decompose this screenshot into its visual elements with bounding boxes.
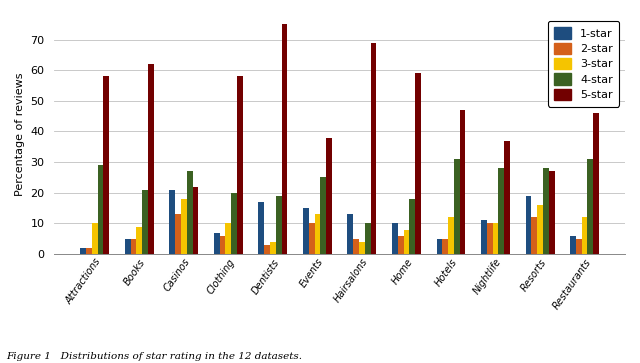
Bar [481, 220, 487, 254]
Bar [371, 42, 376, 254]
Legend: 1-star, 2-star, 3-star, 4-star, 5-star: 1-star, 2-star, 3-star, 4-star, 5-star [548, 21, 620, 107]
Bar [410, 199, 415, 254]
Bar [588, 159, 593, 254]
Bar [86, 248, 92, 254]
Bar [537, 205, 543, 254]
Bar [365, 224, 371, 254]
Bar [303, 208, 308, 254]
Bar [104, 76, 109, 254]
Bar [487, 224, 493, 254]
Bar [264, 245, 270, 254]
Bar [404, 229, 410, 254]
Bar [359, 242, 365, 254]
Bar [259, 202, 264, 254]
Text: Figure 1   Distributions of star rating in the 12 datasets.: Figure 1 Distributions of star rating in… [6, 352, 302, 361]
Bar [187, 171, 193, 254]
Bar [525, 196, 531, 254]
Bar [237, 76, 243, 254]
Bar [142, 190, 148, 254]
Bar [576, 239, 582, 254]
Bar [392, 224, 398, 254]
Bar [398, 236, 404, 254]
Bar [415, 73, 421, 254]
Bar [181, 199, 187, 254]
Bar [314, 214, 321, 254]
Bar [282, 24, 287, 254]
Bar [436, 239, 442, 254]
Bar [504, 141, 510, 254]
Bar [308, 224, 314, 254]
Bar [493, 224, 499, 254]
Bar [570, 236, 576, 254]
Bar [442, 239, 448, 254]
Bar [225, 224, 231, 254]
Bar [170, 190, 175, 254]
Bar [175, 214, 181, 254]
Bar [131, 239, 136, 254]
Bar [593, 113, 599, 254]
Bar [454, 159, 460, 254]
Bar [81, 248, 86, 254]
Bar [148, 64, 154, 254]
Bar [220, 236, 225, 254]
Bar [548, 171, 554, 254]
Bar [321, 178, 326, 254]
Bar [531, 217, 537, 254]
Bar [460, 110, 465, 254]
Bar [214, 233, 220, 254]
Bar [582, 217, 588, 254]
Bar [543, 168, 548, 254]
Bar [499, 168, 504, 254]
Bar [125, 239, 131, 254]
Bar [348, 214, 353, 254]
Bar [326, 138, 332, 254]
Bar [276, 196, 282, 254]
Bar [270, 242, 276, 254]
Bar [193, 187, 198, 254]
Y-axis label: Percentage of reviews: Percentage of reviews [15, 73, 25, 196]
Bar [98, 165, 104, 254]
Bar [448, 217, 454, 254]
Bar [136, 227, 142, 254]
Bar [353, 239, 359, 254]
Bar [231, 193, 237, 254]
Bar [92, 224, 98, 254]
